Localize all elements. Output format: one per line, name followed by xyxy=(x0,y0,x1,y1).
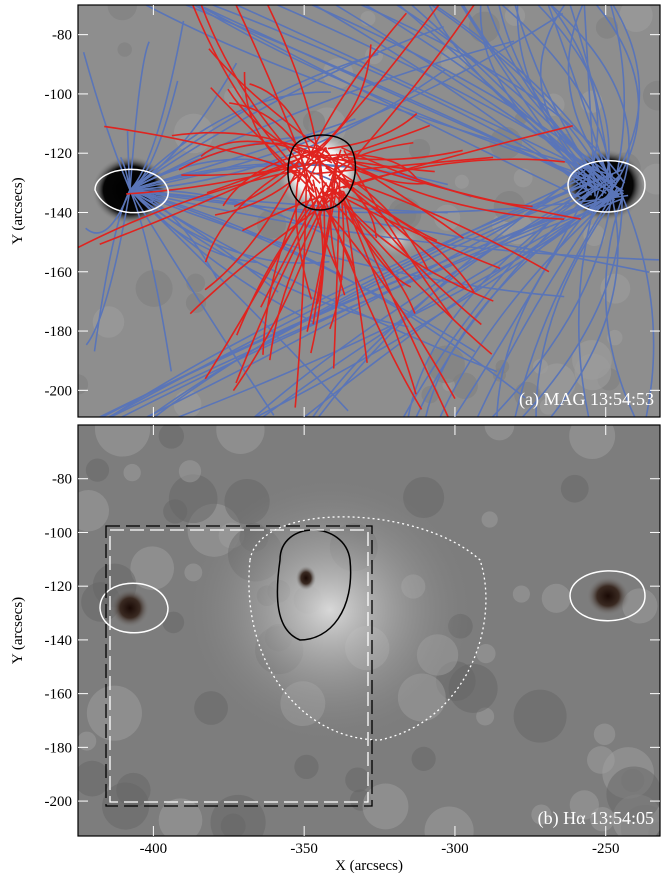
y-tick-label: -140 xyxy=(45,633,73,649)
texture xyxy=(561,475,589,503)
texture xyxy=(360,11,375,26)
sunspot xyxy=(586,576,630,616)
panel-label: (b) Hα 13:54:05 xyxy=(538,808,654,829)
y-tick-label: -200 xyxy=(45,794,73,810)
image-panel xyxy=(68,401,663,855)
y-tick-label: -140 xyxy=(45,205,73,221)
image-panel xyxy=(58,0,663,418)
texture xyxy=(542,584,571,613)
texture xyxy=(87,686,142,741)
texture xyxy=(594,724,615,745)
y-tick-label: -180 xyxy=(45,740,73,756)
texture xyxy=(186,274,205,293)
texture xyxy=(74,761,110,797)
y-axis-label: Y (arcsecs) xyxy=(10,177,26,244)
texture xyxy=(118,42,132,56)
texture xyxy=(449,664,498,713)
y-tick-label: -80 xyxy=(52,472,72,488)
sunspot xyxy=(296,566,316,590)
y-tick-label: -120 xyxy=(45,146,73,162)
texture xyxy=(482,511,498,527)
y-axis-label: Y (arcsecs) xyxy=(10,597,26,664)
y-tick-label: -100 xyxy=(45,87,73,103)
texture xyxy=(163,499,187,523)
y-tick-label: -80 xyxy=(52,28,72,44)
texture xyxy=(345,767,370,792)
figure: -80 -100 -120 -140 -160 -180 -200 Y (arcsecs) (a… xyxy=(0,0,663,886)
x-tick-label: -250 xyxy=(592,841,620,857)
texture xyxy=(455,175,469,189)
texture xyxy=(86,458,109,481)
texture xyxy=(294,755,318,779)
texture xyxy=(179,460,201,482)
texture xyxy=(194,691,228,725)
x-tick-label: -400 xyxy=(140,841,168,857)
y-tick-label: -120 xyxy=(45,579,73,595)
y-tick-label: -160 xyxy=(45,687,73,703)
plage xyxy=(190,480,470,740)
x-tick-label: -300 xyxy=(441,841,469,857)
y-tick-label: -160 xyxy=(45,265,73,281)
texture xyxy=(68,490,109,531)
sunspot xyxy=(110,588,150,628)
texture xyxy=(514,690,567,743)
texture xyxy=(580,91,602,113)
x-axis-label: X (arcsecs) xyxy=(335,858,403,874)
y-tick-label: -100 xyxy=(45,525,73,541)
y-tick-label: -180 xyxy=(45,324,73,340)
panel-label: (a) MAG 13:54:53 xyxy=(519,389,654,410)
texture xyxy=(514,168,533,187)
texture xyxy=(476,644,495,663)
texture xyxy=(587,746,615,774)
texture xyxy=(221,814,246,839)
texture xyxy=(412,747,436,771)
x-tick-label: -350 xyxy=(290,841,318,857)
texture xyxy=(163,612,185,634)
texture xyxy=(123,464,140,481)
texture xyxy=(569,413,615,459)
texture xyxy=(159,423,184,448)
y-tick-label: -200 xyxy=(45,383,73,399)
texture xyxy=(513,585,530,602)
